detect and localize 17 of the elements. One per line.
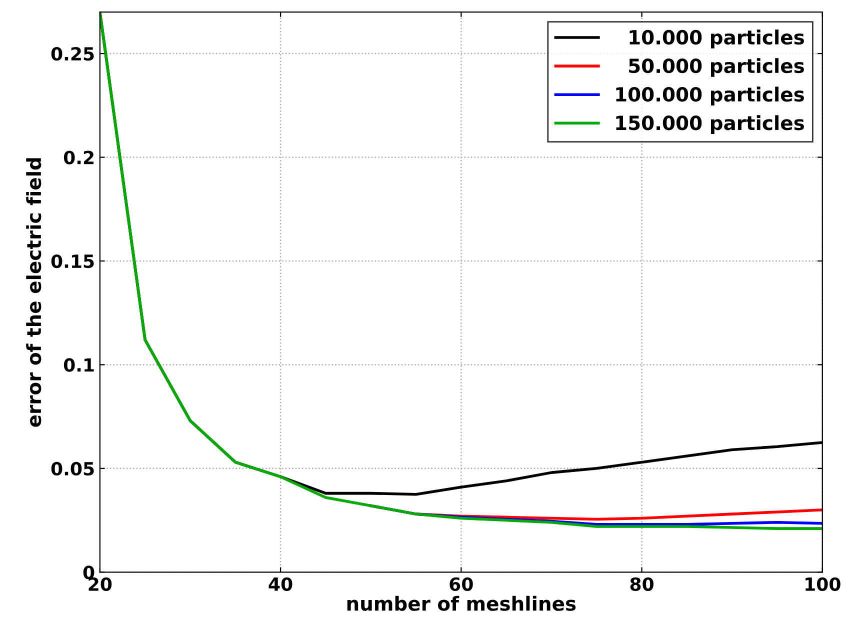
legend-label: 10.000 particles [630,30,804,48]
x-axis-title: number of meshlines [347,596,576,611]
y-tick-label: 0.2 [64,150,94,164]
y-tick-label: 0.1 [64,358,94,372]
y-tick-label: 0.15 [51,254,94,268]
x-tick-label: 20 [88,577,112,591]
y-tick-label: 0.05 [51,462,94,476]
x-tick-label: 60 [450,577,473,591]
y-tick-label: 0.25 [51,47,94,61]
legend-label: 150.000 particles [616,115,804,134]
legend-label: 100.000 particles [616,86,804,106]
x-tick-label: 80 [630,577,654,591]
x-tick-label: 40 [268,577,292,591]
y-axis-title: error of the electric field [26,158,42,427]
legend-label: 50.000 particles [629,58,804,77]
y-tick-label: 0 [83,566,94,580]
x-tick-label: 100 [806,577,840,591]
